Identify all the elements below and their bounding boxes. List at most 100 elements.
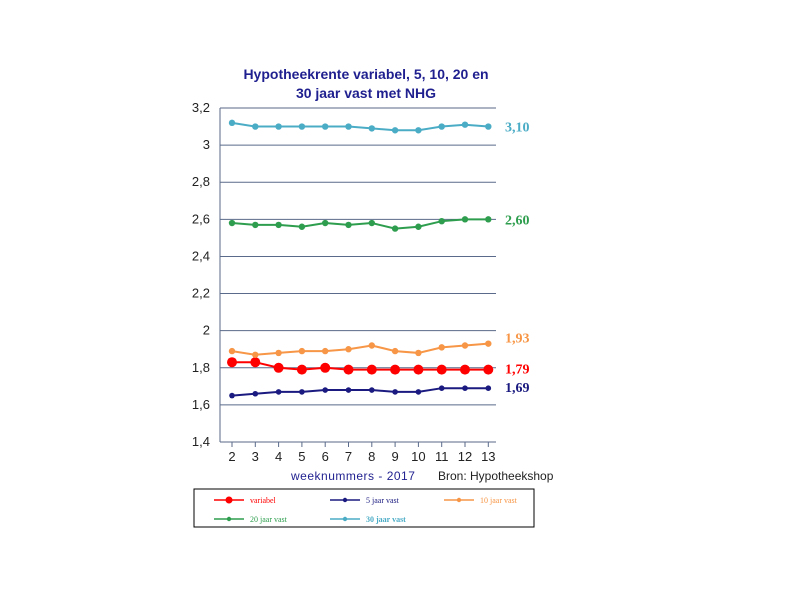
series-end-label: 1,69 <box>505 381 530 396</box>
y-tick-label: 2,2 <box>192 286 210 301</box>
end-labels: 1,79 1,69 1,93 2,60 3,10 <box>505 121 530 397</box>
data-point <box>228 347 236 355</box>
y-tick-label: 3,2 <box>192 100 210 115</box>
data-point <box>299 389 305 395</box>
series-end-label: 2,60 <box>505 213 530 228</box>
data-point <box>252 390 259 397</box>
x-tick-label: 9 <box>391 449 398 464</box>
data-point <box>415 389 422 395</box>
data-point <box>391 347 399 355</box>
x-tick-label: 4 <box>275 449 282 464</box>
legend-marker <box>226 516 232 522</box>
x-axis: 2 3 4 5 6 7 8 9 10 11 12 13 <box>228 442 496 464</box>
data-point <box>415 349 422 357</box>
data-point <box>462 385 468 391</box>
series-line <box>231 387 489 397</box>
data-point <box>275 221 282 229</box>
series-end-label: 1,93 <box>505 332 530 347</box>
y-tick-label: 1,8 <box>192 360 210 375</box>
data-point <box>275 389 282 395</box>
data-point <box>252 221 259 229</box>
series-line <box>231 342 489 356</box>
data-point <box>485 385 492 391</box>
legend-item: 30 jaar vast <box>330 515 406 524</box>
x-tick-label: 13 <box>481 449 495 464</box>
legend-label: 10 jaar vast <box>480 496 518 505</box>
y-tick-label: 2 <box>203 323 210 338</box>
y-tick-label: 2,8 <box>192 174 210 189</box>
series-group <box>227 119 494 399</box>
series-end-label: 3,10 <box>505 121 530 136</box>
legend-marker <box>456 497 462 503</box>
x-tick-label: 8 <box>368 449 375 464</box>
data-point <box>227 357 237 368</box>
x-tick-label: 7 <box>345 449 352 464</box>
grid <box>219 107 496 443</box>
data-point <box>460 364 470 375</box>
series-end-label: 1,79 <box>505 363 530 378</box>
data-point <box>392 389 398 395</box>
x-tick-label: 3 <box>252 449 259 464</box>
x-tick-label: 2 <box>228 449 235 464</box>
x-tick-label: 10 <box>411 449 425 464</box>
data-point <box>298 347 306 355</box>
legend <box>193 488 535 528</box>
data-point <box>368 125 375 132</box>
y-tick-label: 1,6 <box>192 397 210 412</box>
data-point <box>438 217 445 225</box>
data-point <box>461 342 469 349</box>
data-point <box>436 364 447 375</box>
x-tick-label: 12 <box>458 449 472 464</box>
data-point <box>415 223 422 230</box>
data-point <box>275 349 282 357</box>
legend-label: 20 jaar vast <box>250 515 288 524</box>
y-axis: 1,4 1,6 1,8 2 2,2 2,4 2,6 2,8 3 3,2 <box>192 100 210 449</box>
data-point <box>391 225 399 232</box>
x-axis-label: weeknummers - 2017 <box>290 469 415 483</box>
data-point <box>296 364 307 375</box>
data-point <box>461 121 469 128</box>
data-point <box>485 340 492 347</box>
data-point <box>322 219 329 227</box>
legend-marker <box>342 497 348 503</box>
data-point <box>413 364 424 375</box>
data-point <box>438 385 445 391</box>
data-point <box>438 123 445 130</box>
data-point <box>345 123 352 130</box>
data-point <box>298 223 306 230</box>
legend-item: 20 jaar vast <box>214 515 288 524</box>
data-point <box>322 347 329 355</box>
series-line <box>232 361 489 371</box>
data-point <box>322 123 329 130</box>
y-tick-label: 3 <box>203 137 210 152</box>
y-tick-label: 2,6 <box>192 211 210 226</box>
data-point <box>298 123 306 130</box>
data-point <box>390 364 401 375</box>
legend-marker <box>342 516 348 522</box>
data-point <box>368 342 375 349</box>
data-point <box>483 364 494 375</box>
data-point <box>368 219 375 227</box>
x-tick-label: 5 <box>298 449 305 464</box>
legend-label: variabel <box>250 496 277 505</box>
source-label: Bron: Hypotheekshop <box>438 469 554 483</box>
series-line <box>231 218 489 230</box>
x-tick-label: 11 <box>435 449 449 464</box>
data-point <box>252 351 259 358</box>
legend-label: 5 jaar vast <box>366 496 400 505</box>
y-tick-label: 2,4 <box>192 248 210 263</box>
legend-item: variabel <box>214 496 277 505</box>
data-point <box>369 387 375 393</box>
data-point <box>229 392 235 399</box>
data-point <box>250 357 261 368</box>
legend-marker <box>225 496 233 504</box>
data-point <box>366 364 377 375</box>
chart-title-line: 30 jaar vast met NHG <box>296 85 436 101</box>
y-tick-label: 1,4 <box>192 434 210 449</box>
data-point <box>415 127 422 134</box>
data-point <box>391 127 399 134</box>
legend-label: 30 jaar vast <box>366 515 406 524</box>
data-point <box>461 216 469 223</box>
legend-item: 5 jaar vast <box>330 496 400 505</box>
